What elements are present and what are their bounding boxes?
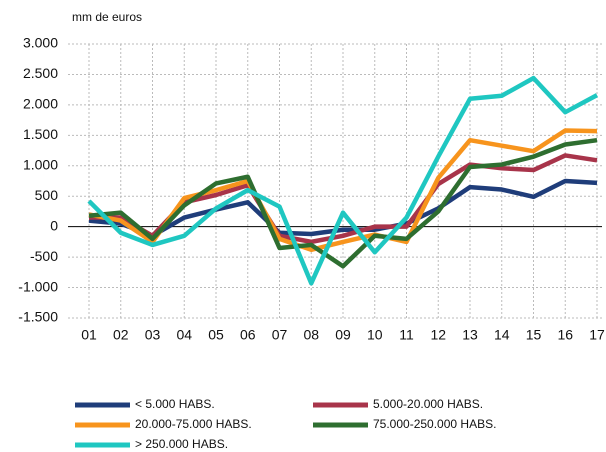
x-tick-label: 07 bbox=[272, 327, 288, 343]
x-tick-label: 11 bbox=[399, 327, 414, 343]
x-tick-label: 06 bbox=[240, 327, 256, 343]
legend-label: 5.000-20.000 HABS. bbox=[373, 397, 483, 411]
y-tick-label: -1.000 bbox=[18, 278, 58, 294]
y-tick-label: 1.000 bbox=[23, 156, 58, 172]
x-tick-label: 05 bbox=[208, 327, 224, 343]
legend-label: 20.000-75.000 HABS. bbox=[135, 417, 252, 431]
x-tick-label: 03 bbox=[145, 327, 161, 343]
x-tick-label: 10 bbox=[367, 327, 383, 343]
legend-label: 75.000-250.000 HABS. bbox=[373, 417, 496, 431]
y-tick-label: 0 bbox=[50, 217, 58, 233]
x-tick-label: 12 bbox=[430, 327, 446, 343]
x-tick-label: 02 bbox=[113, 327, 129, 343]
series-line bbox=[88, 128, 598, 253]
y-tick-label: 2.500 bbox=[23, 65, 58, 81]
y-tick-label: 500 bbox=[35, 187, 59, 203]
y-tick-label: 1.500 bbox=[23, 126, 58, 142]
y-tick-label: 3.000 bbox=[23, 35, 58, 51]
x-tick-label: 04 bbox=[176, 327, 192, 343]
x-tick-label: 09 bbox=[335, 327, 351, 343]
series-line bbox=[88, 178, 598, 239]
y-tick-label: 2.000 bbox=[23, 96, 58, 112]
y-tick-label: -500 bbox=[30, 248, 58, 264]
series-line bbox=[87, 75, 599, 286]
y-axis-label: mm de euros bbox=[72, 10, 142, 24]
x-tick-label: 14 bbox=[494, 327, 510, 343]
x-tick-label: 13 bbox=[462, 327, 478, 343]
x-tick-label: 15 bbox=[526, 327, 542, 343]
y-tick-label: -1.500 bbox=[18, 309, 58, 325]
x-tick-label: 08 bbox=[303, 327, 319, 343]
legend-label: > 250.000 HABS. bbox=[135, 437, 228, 451]
series-line bbox=[88, 137, 598, 269]
x-tick-label: 17 bbox=[589, 327, 605, 343]
x-tick-label: 16 bbox=[557, 327, 573, 343]
legend-label: < 5.000 HABS. bbox=[135, 397, 215, 411]
x-tick-label: 01 bbox=[81, 327, 97, 343]
